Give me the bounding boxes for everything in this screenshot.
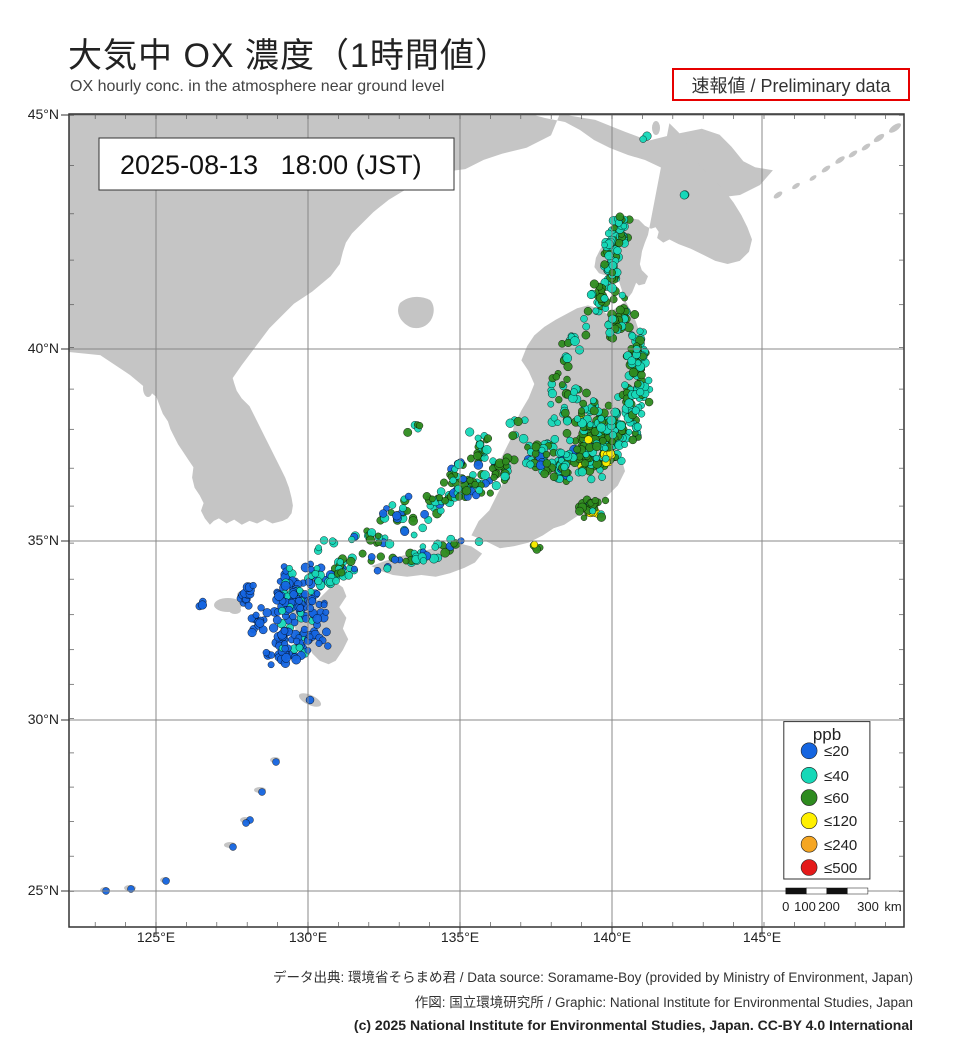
svg-text:200: 200 [818, 899, 840, 914]
svg-text:25°N: 25°N [28, 882, 59, 898]
svg-text:2025-08-13 18:00 (JST): 2025-08-13 18:00 (JST) [120, 150, 422, 180]
svg-text:km: km [884, 899, 901, 914]
svg-text:45°N: 45°N [28, 106, 59, 122]
svg-text:300: 300 [857, 899, 879, 914]
svg-text:≤60: ≤60 [824, 790, 849, 807]
svg-text:≤500: ≤500 [824, 860, 857, 877]
svg-text:30°N: 30°N [28, 711, 59, 727]
svg-text:35°N: 35°N [28, 532, 59, 548]
svg-text:40°N: 40°N [28, 340, 59, 356]
svg-text:≤40: ≤40 [824, 768, 849, 785]
svg-text:≤20: ≤20 [824, 743, 849, 760]
svg-text:≤120: ≤120 [824, 813, 857, 830]
svg-text:0: 0 [782, 899, 789, 914]
svg-text:ppb: ppb [813, 725, 841, 744]
svg-text:100: 100 [794, 899, 816, 914]
svg-text:≤240: ≤240 [824, 837, 857, 854]
